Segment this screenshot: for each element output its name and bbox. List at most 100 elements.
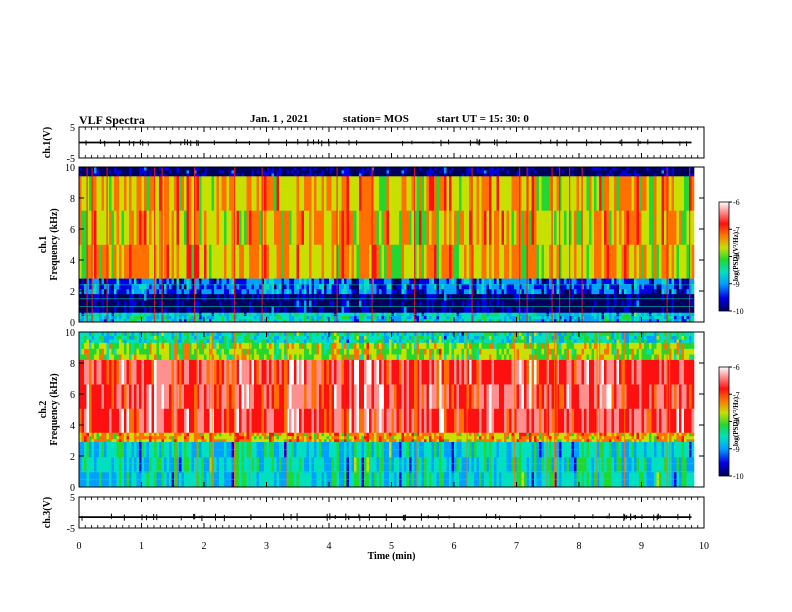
spectrogram-cell bbox=[221, 408, 225, 434]
spectrogram-cell bbox=[104, 335, 107, 340]
spectrogram-cell bbox=[129, 339, 132, 344]
spectrogram-cell bbox=[376, 283, 380, 290]
spectrogram-cell bbox=[459, 315, 462, 320]
spectrogram-cell bbox=[661, 288, 665, 295]
spectrogram-cell bbox=[199, 354, 202, 361]
spectrogram-cell bbox=[309, 306, 312, 313]
spectrogram-cell bbox=[469, 318, 472, 322]
spectrogram-cell bbox=[304, 176, 307, 211]
spectrogram-cell bbox=[86, 438, 90, 443]
spectrogram-cell bbox=[276, 300, 280, 307]
spectrogram-cell bbox=[189, 167, 192, 171]
spectrogram-cell bbox=[116, 342, 120, 349]
spectrogram-cell bbox=[601, 173, 605, 177]
spectrogram-cell bbox=[141, 335, 145, 340]
spectrogram-cell bbox=[316, 283, 320, 290]
spectrogram-cell bbox=[96, 408, 100, 434]
spectrogram-cell bbox=[426, 278, 430, 285]
spectrogram-cell bbox=[131, 359, 135, 385]
spectrogram-cell bbox=[649, 170, 652, 174]
spectrogram-cell bbox=[274, 318, 277, 322]
spectrogram-cell bbox=[366, 173, 370, 177]
y-tick-label: 2 bbox=[70, 287, 75, 298]
spectrogram-cell bbox=[174, 167, 177, 171]
spectrogram-cell bbox=[561, 244, 565, 279]
spectrogram-cell bbox=[391, 283, 395, 290]
spectrogram-cell bbox=[111, 315, 115, 320]
spectrogram-cell bbox=[121, 472, 125, 487]
spectrogram-cell bbox=[201, 176, 205, 211]
spectrogram-cell bbox=[149, 283, 152, 290]
spectrogram-cell bbox=[686, 170, 690, 174]
spectrogram-cell bbox=[129, 342, 132, 349]
spectrogram-cell bbox=[636, 176, 640, 211]
spectrogram-cell bbox=[439, 306, 442, 313]
spectrogram-cell bbox=[586, 318, 590, 322]
spectrogram-cell bbox=[211, 170, 215, 174]
spectrogram-cell bbox=[181, 167, 185, 171]
spectrogram-cell bbox=[279, 173, 282, 177]
spectrogram-cell bbox=[126, 438, 130, 443]
spectrogram-cell bbox=[384, 283, 387, 290]
spectrogram-cell bbox=[674, 294, 677, 301]
spectrogram-cell bbox=[211, 288, 215, 295]
spectrogram-cell bbox=[286, 306, 290, 313]
spectrogram-cell bbox=[599, 244, 602, 279]
spectrogram-cell bbox=[89, 300, 92, 307]
spectrogram-cell bbox=[511, 315, 515, 320]
spectrogram-cell bbox=[454, 278, 457, 285]
spectrogram-cell bbox=[126, 170, 130, 174]
spectrogram-cell bbox=[396, 167, 400, 171]
spectrogram-cell bbox=[614, 278, 617, 285]
spectrogram-cell bbox=[254, 306, 257, 313]
spectrogram-cell bbox=[679, 306, 682, 313]
spectrogram-cell bbox=[221, 288, 225, 295]
spectrogram-cell bbox=[166, 354, 170, 361]
spectrogram-cell bbox=[101, 283, 105, 290]
spectrogram-cell bbox=[376, 167, 380, 171]
spectrogram-cell bbox=[424, 315, 427, 320]
spectrogram-cell bbox=[89, 335, 92, 340]
spectrogram-cell bbox=[471, 176, 475, 211]
spectrogram-cell bbox=[646, 244, 650, 279]
spectrogram-cell bbox=[159, 359, 162, 385]
spectrogram-cell bbox=[146, 339, 150, 344]
spectrogram-cell bbox=[449, 173, 452, 177]
spectrogram-cell bbox=[121, 435, 125, 440]
spectrogram-cell bbox=[244, 300, 247, 307]
spectrogram-cell bbox=[556, 283, 560, 290]
spectrogram-cell bbox=[186, 176, 190, 211]
spectrogram-cell bbox=[596, 173, 600, 177]
spectrogram-cell bbox=[139, 384, 142, 409]
spectrogram-cell bbox=[386, 278, 390, 285]
spectrogram-cell bbox=[674, 173, 677, 177]
spectrogram-cell bbox=[591, 244, 595, 279]
spectrogram-cell bbox=[541, 278, 545, 285]
spectrogram-cell bbox=[589, 288, 592, 295]
spectrogram-cell bbox=[224, 318, 227, 322]
spectrogram-cell bbox=[429, 167, 432, 171]
spectrogram-cell bbox=[306, 173, 310, 177]
spectrogram-cell bbox=[676, 318, 680, 322]
spectrogram-cell bbox=[186, 342, 190, 349]
spectrogram-cell bbox=[499, 278, 502, 285]
spectrogram-cell bbox=[659, 315, 662, 320]
spectrogram-cell bbox=[324, 176, 327, 211]
spectrogram-cell bbox=[96, 315, 100, 320]
spectrogram-cell bbox=[414, 283, 417, 290]
spectrogram-cell bbox=[119, 335, 122, 340]
spectrogram-cell bbox=[386, 167, 390, 171]
spectrogram-cell bbox=[79, 176, 82, 211]
spectrogram-cell bbox=[631, 318, 635, 322]
spectrogram-cell bbox=[364, 173, 367, 177]
spectrogram-cell bbox=[179, 176, 182, 211]
spectrogram-cell bbox=[321, 173, 325, 177]
spectrogram-cell bbox=[671, 278, 675, 285]
spectrogram-cell bbox=[391, 288, 395, 295]
spectrogram-cell bbox=[479, 210, 482, 245]
spectrogram-cell bbox=[196, 306, 200, 313]
spectrogram-cell bbox=[666, 210, 670, 245]
spectrogram-cell bbox=[484, 170, 487, 174]
spectrogram-cell bbox=[264, 300, 267, 307]
spectrogram-cell bbox=[224, 359, 227, 385]
